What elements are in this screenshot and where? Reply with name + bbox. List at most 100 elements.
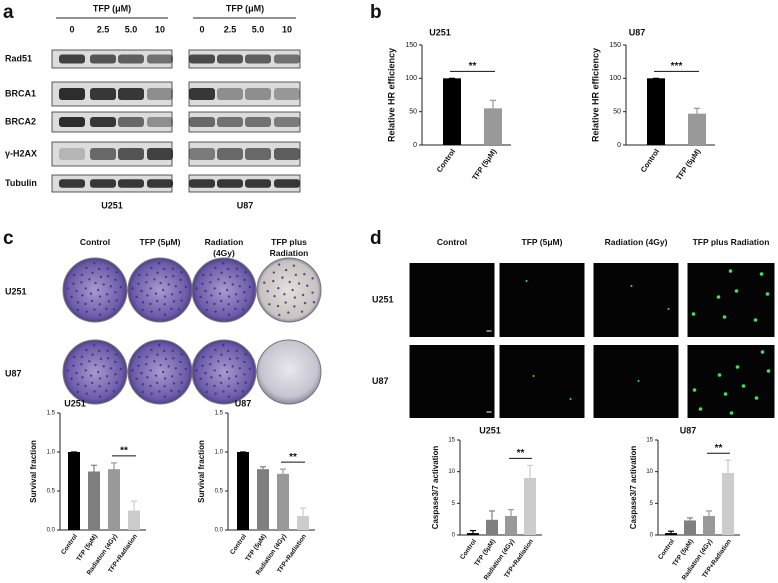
blot-band bbox=[245, 148, 271, 160]
colony bbox=[163, 395, 167, 398]
y-tick-label: 50 bbox=[613, 109, 621, 116]
colony bbox=[107, 382, 111, 385]
y-tick-label: 5 bbox=[650, 501, 654, 507]
colony bbox=[234, 293, 238, 296]
colony bbox=[163, 313, 167, 316]
y-axis-label: Relative HR efficiency bbox=[386, 48, 396, 142]
colony bbox=[171, 267, 175, 270]
colony bbox=[158, 344, 161, 347]
bar bbox=[257, 469, 269, 530]
fluorescent-cell bbox=[729, 411, 734, 415]
dose-label: 0 bbox=[199, 24, 204, 34]
colony bbox=[199, 295, 202, 299]
colony bbox=[93, 262, 96, 265]
colony bbox=[115, 353, 118, 356]
colony bbox=[172, 382, 176, 385]
colony bbox=[98, 267, 101, 271]
y-axis-label: Survival fraction bbox=[197, 440, 206, 503]
protein-label: Tubulin bbox=[5, 178, 37, 188]
significance-label: ** bbox=[120, 446, 128, 457]
colony bbox=[278, 313, 281, 317]
error-bar bbox=[668, 530, 674, 534]
colony bbox=[163, 349, 166, 353]
fluorescence-image bbox=[499, 263, 585, 337]
colony bbox=[218, 374, 222, 377]
colony bbox=[85, 348, 88, 352]
blot-band bbox=[59, 117, 85, 127]
colony bbox=[228, 357, 232, 361]
column-label: TFP (5μM) bbox=[139, 237, 181, 247]
colony bbox=[205, 308, 208, 312]
y-axis-label: Relative HR efficiency bbox=[590, 48, 600, 142]
colony bbox=[236, 382, 240, 385]
fluorescent-cell bbox=[717, 373, 722, 377]
colony bbox=[70, 377, 73, 381]
bar bbox=[443, 78, 461, 145]
colony bbox=[209, 355, 213, 359]
colony bbox=[228, 275, 232, 279]
colony bbox=[159, 281, 162, 285]
colony bbox=[205, 390, 208, 394]
blot-band bbox=[59, 148, 85, 160]
colony bbox=[283, 293, 286, 296]
colony bbox=[98, 377, 102, 380]
colony bbox=[293, 296, 297, 299]
colony bbox=[154, 292, 158, 295]
colony bbox=[84, 369, 87, 372]
blot-band bbox=[59, 54, 85, 64]
colony bbox=[114, 360, 117, 364]
colony bbox=[214, 392, 217, 395]
colony bbox=[145, 355, 149, 359]
dose-label: 5.0 bbox=[252, 24, 265, 34]
colony bbox=[135, 377, 138, 381]
x-tick-label: Control bbox=[639, 147, 662, 174]
colony bbox=[213, 287, 216, 290]
y-tick-label: 1.0 bbox=[47, 450, 56, 456]
colony bbox=[153, 360, 156, 363]
colony bbox=[284, 301, 287, 304]
blot-band bbox=[90, 88, 116, 100]
blot-band bbox=[274, 88, 300, 100]
error-bar bbox=[111, 462, 117, 470]
colony bbox=[170, 389, 173, 392]
blot-band bbox=[217, 148, 243, 160]
y-tick-label: 10 bbox=[646, 469, 653, 475]
colony bbox=[90, 299, 94, 303]
fluorescent-cell bbox=[728, 269, 733, 273]
colony bbox=[300, 310, 304, 313]
fluorescent-cell bbox=[723, 392, 728, 396]
colony bbox=[248, 285, 252, 289]
colony bbox=[222, 262, 225, 265]
bar bbox=[722, 472, 734, 535]
colony bbox=[281, 276, 284, 279]
colony-plate bbox=[62, 257, 128, 323]
fluorescence-image bbox=[409, 263, 495, 337]
colony bbox=[227, 349, 230, 353]
colony bbox=[91, 271, 94, 274]
colony bbox=[209, 273, 213, 277]
blot-band bbox=[245, 54, 271, 64]
fluorescence-image bbox=[687, 345, 775, 418]
colony bbox=[306, 284, 309, 287]
blot-band bbox=[189, 148, 215, 160]
fluorescent-cell bbox=[525, 280, 528, 282]
colony bbox=[179, 360, 182, 364]
x-tick-label: Control bbox=[60, 533, 79, 556]
colony bbox=[119, 367, 123, 371]
colony bbox=[248, 367, 252, 371]
blot-band bbox=[217, 179, 243, 188]
fluorescent-cell bbox=[765, 292, 770, 296]
colony bbox=[137, 364, 140, 367]
y-tick-label: 5 bbox=[452, 501, 456, 507]
colony bbox=[227, 313, 231, 316]
bar bbox=[68, 452, 80, 530]
colony bbox=[201, 364, 204, 367]
y-tick-label: 0.5 bbox=[215, 489, 224, 495]
colony bbox=[141, 383, 145, 386]
colony bbox=[158, 390, 161, 393]
error-bar bbox=[527, 464, 533, 478]
blot-band bbox=[147, 148, 173, 160]
colony bbox=[210, 294, 213, 297]
